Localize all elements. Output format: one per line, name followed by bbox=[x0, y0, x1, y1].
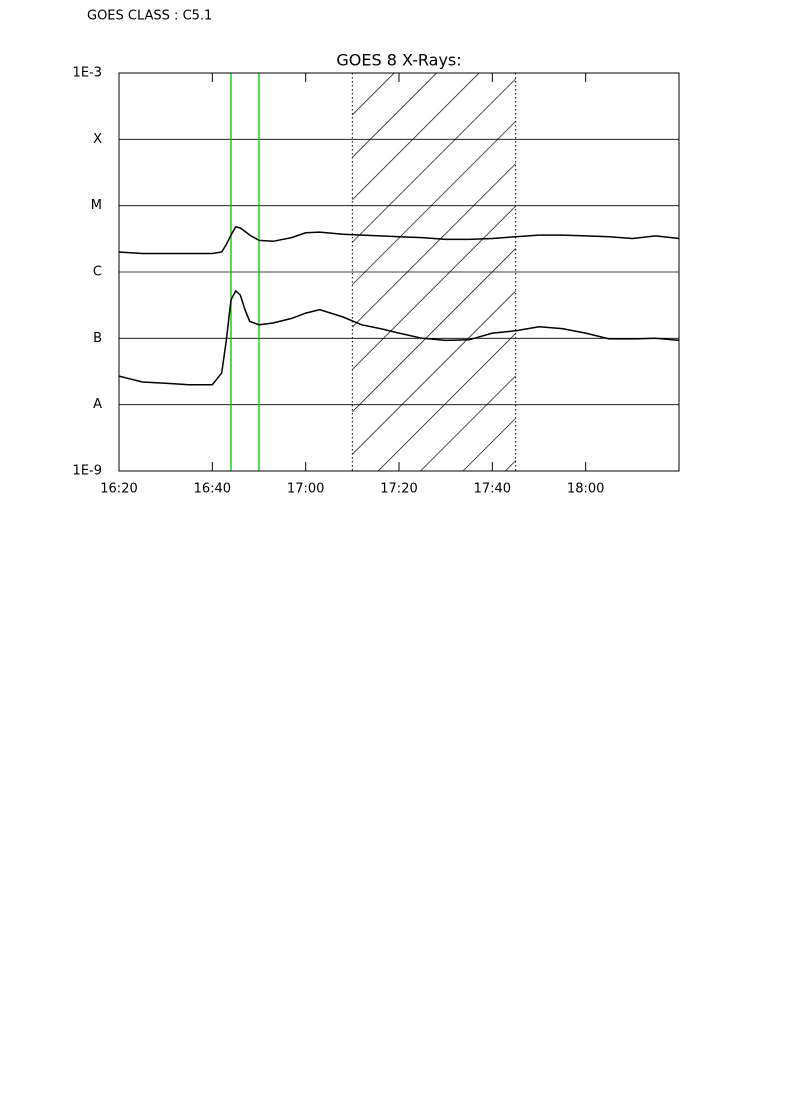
series-line bbox=[118, 225, 680, 255]
x-tick-label: 16:40 bbox=[194, 482, 231, 497]
series-line bbox=[118, 289, 680, 386]
y-tick-label: B bbox=[93, 331, 102, 346]
x-tick-label: 18:00 bbox=[567, 482, 604, 497]
x-tick-label: 16:20 bbox=[100, 482, 137, 497]
x-tick-label: 17:40 bbox=[474, 482, 511, 497]
x-tick-label: 17:00 bbox=[287, 482, 324, 497]
chart-title: GOES 8 X-Rays: bbox=[336, 51, 461, 70]
y-tick-label: 1E-3 bbox=[73, 66, 102, 81]
y-tick-label: 1E-9 bbox=[73, 464, 102, 479]
x-tick-label: 17:20 bbox=[380, 482, 417, 497]
y-tick-label: X bbox=[93, 132, 102, 147]
y-tick-label: M bbox=[91, 198, 102, 213]
y-tick-label: A bbox=[93, 397, 102, 412]
plot-frame bbox=[118, 72, 680, 472]
header: GOES CLASS : C5.1 bbox=[87, 9, 212, 24]
y-tick-label: C bbox=[93, 265, 102, 280]
